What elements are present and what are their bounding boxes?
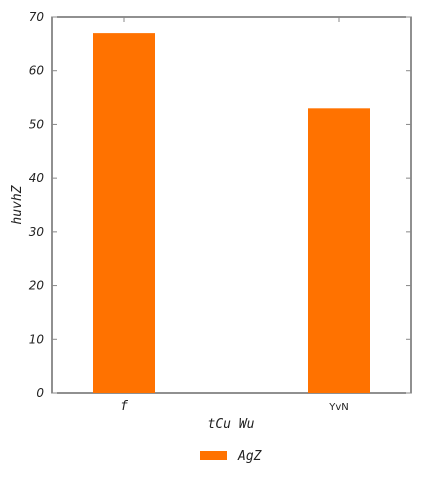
y-tick-label: 30: [29, 225, 45, 239]
y-tick-label: 70: [29, 10, 45, 24]
legend: AgZ: [200, 449, 263, 464]
x-tick-label: YvN: [328, 402, 349, 413]
bar-series: [93, 33, 370, 394]
legend-label: AgZ: [237, 449, 263, 464]
legend-swatch: [200, 451, 227, 460]
y-tick-label: 60: [29, 64, 45, 78]
x-axis-title: tCu Wu: [208, 417, 255, 432]
y-tick-label: 50: [29, 117, 45, 131]
y-axis: 0 10 20 30 40 50 60 70: [29, 10, 411, 400]
y-axis-title: huvhZ: [10, 184, 25, 224]
x-tick-label: f: [120, 399, 128, 414]
y-tick-label: 40: [29, 171, 45, 185]
y-tick-label: 20: [29, 279, 45, 293]
bar-YvN: [308, 108, 370, 394]
y-tick-label: 10: [29, 332, 45, 346]
bar-f: [93, 33, 155, 393]
y-tick-label: 0: [36, 386, 44, 400]
